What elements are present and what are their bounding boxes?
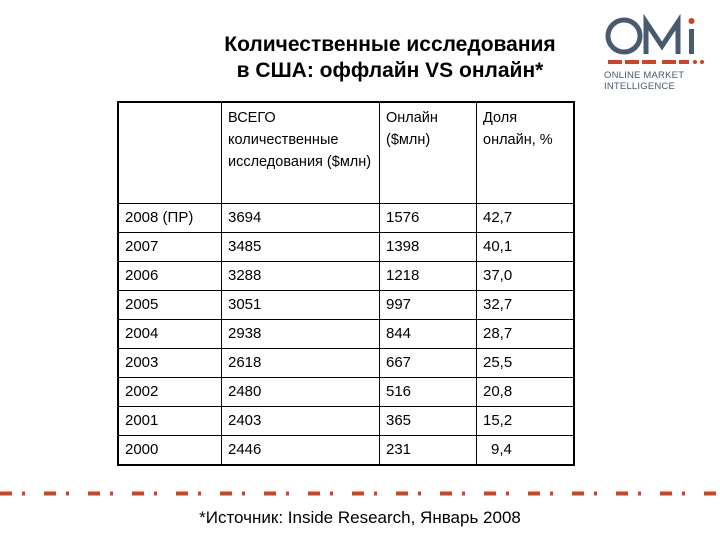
table-row: 2003 2618 667 25,5 [117,348,575,378]
cell-share: 25,5 [476,348,575,378]
online-offline-research-table: ВСЕГО количественные исследования ($млн)… [117,101,575,466]
cell-year: 2004 [117,319,222,349]
cell-share: 42,7 [476,203,575,233]
header-cell-share: Доля онлайн, % [476,101,575,204]
cell-share: 15,2 [476,406,575,436]
omi-logo-mark-icon [605,13,704,64]
cell-online: 365 [379,406,477,436]
table-row: 2004 2938 844 28,7 [117,319,575,349]
cell-online: 1218 [379,261,477,291]
cell-online: 844 [379,319,477,349]
table-row: 2007 3485 1398 40,1 [117,232,575,262]
cell-total: 3288 [221,261,380,291]
logo-text-line-1: ONLINE MARKET [604,70,685,81]
cell-online: 1576 [379,203,477,233]
cell-total: 3694 [221,203,380,233]
cell-share: 37,0 [476,261,575,291]
cell-share: 40,1 [476,232,575,262]
cell-share: 28,7 [476,319,575,349]
cell-year: 2008 (ПР) [117,203,222,233]
table-row: 2001 2403 365 15,2 [117,406,575,436]
cell-online: 667 [379,348,477,378]
cell-year: 2002 [117,377,222,407]
cell-total: 2446 [221,435,380,466]
table-row: 2006 3288 1218 37,0 [117,261,575,291]
cell-total: 3051 [221,290,380,320]
header-cell-online: Онлайн ($млн) [379,101,477,204]
header-cell-total: ВСЕГО количественные исследования ($млн) [221,101,380,204]
dash-dot-divider [0,491,720,496]
title-line-1: Количественные исследования [224,33,556,56]
table-header-row: ВСЕГО количественные исследования ($млн)… [117,101,575,204]
page-title: Количественные исследования в США: оффла… [160,32,620,84]
cell-year: 2006 [117,261,222,291]
cell-total: 2403 [221,406,380,436]
cell-total: 3485 [221,232,380,262]
cell-year: 2005 [117,290,222,320]
cell-year: 2000 [117,435,222,466]
table-row: 2008 (ПР) 3694 1576 42,7 [117,203,575,233]
logo-text-line-2: INTELLIGENCE [604,81,676,92]
source-footnote: *Источник: Inside Research, Январь 2008 [199,508,521,527]
cell-online: 1398 [379,232,477,262]
cell-share: 20,8 [476,377,575,407]
cell-online: 231 [379,435,477,466]
header-cell-year [117,101,222,204]
table-row: 2000 2446 231 9,4 [117,435,575,466]
cell-share: 9,4 [476,435,575,466]
omi-logo: ONLINE MARKET INTELLIGENCE [604,13,710,94]
table-row: 2005 3051 997 32,7 [117,290,575,320]
cell-total: 2938 [221,319,380,349]
cell-online: 997 [379,290,477,320]
cell-total: 2480 [221,377,380,407]
table-row: 2002 2480 516 20,8 [117,377,575,407]
cell-year: 2007 [117,232,222,262]
cell-year: 2001 [117,406,222,436]
title-line-2: в США: оффлайн VS онлайн* [236,59,544,82]
cell-year: 2003 [117,348,222,378]
cell-total: 2618 [221,348,380,378]
cell-share: 32,7 [476,290,575,320]
cell-online: 516 [379,377,477,407]
